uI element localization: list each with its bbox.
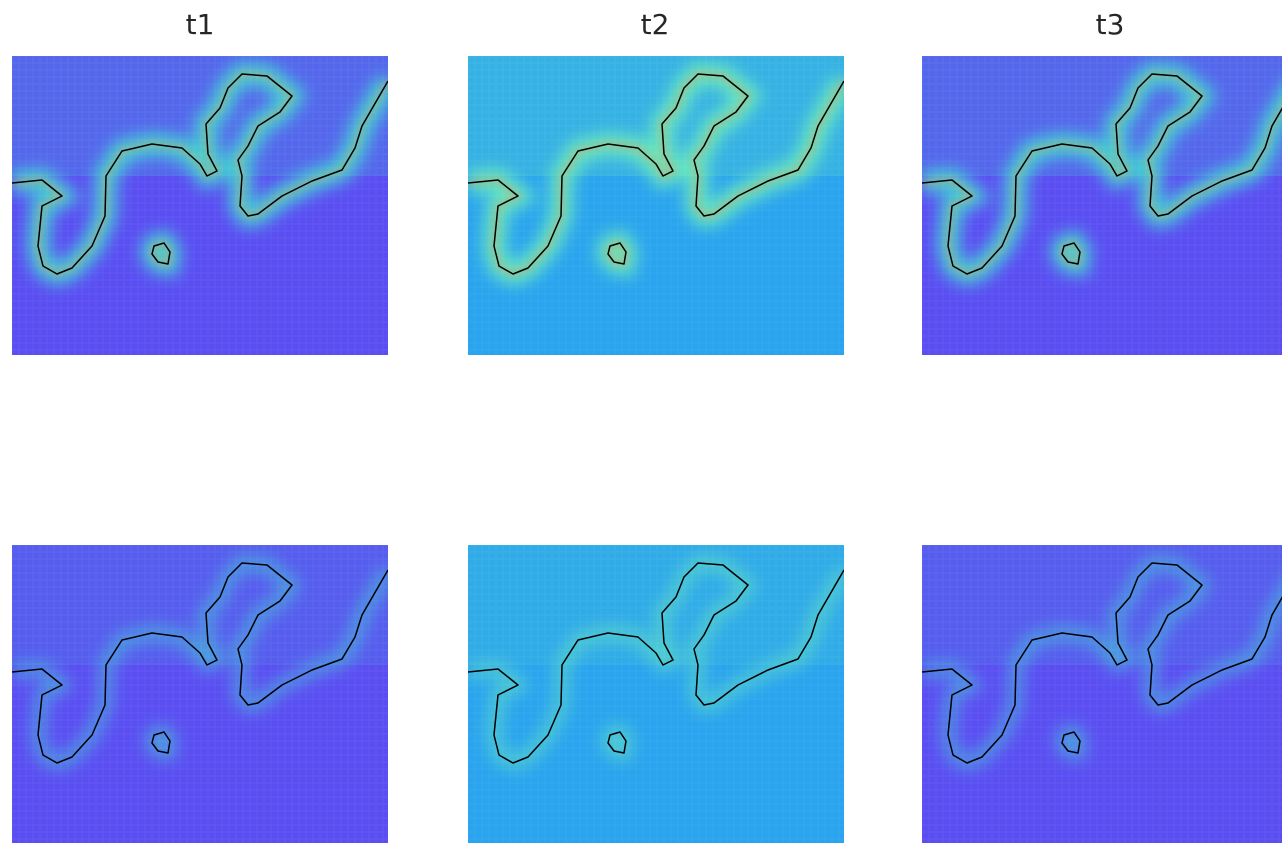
grid-texture [922, 56, 1282, 355]
page: t1 t2 t3 (() => { const data = JSON.pars… [0, 0, 1282, 843]
heatmap-panel [922, 56, 1282, 355]
heatmap-panel [12, 56, 388, 355]
grid-texture [12, 545, 388, 843]
heatmap [468, 545, 844, 843]
figure: t1 t2 t3 [0, 0, 1282, 843]
heatmap [922, 56, 1282, 355]
grid-texture [12, 56, 388, 355]
panel-title: t2 [641, 8, 670, 41]
heatmap-panel [468, 56, 844, 355]
heatmap [468, 56, 844, 355]
heatmap-panel [12, 545, 388, 843]
grid-texture [468, 545, 844, 843]
grid-texture [468, 56, 844, 355]
heatmap-panel [468, 545, 844, 843]
grid-texture [922, 545, 1282, 843]
panel-title: t3 [1096, 8, 1125, 41]
panel-title: t1 [186, 8, 215, 41]
heatmap [12, 545, 388, 843]
heatmap [12, 56, 388, 355]
panels [12, 56, 1282, 843]
heatmap [922, 545, 1282, 843]
heatmap-panel [922, 545, 1282, 843]
